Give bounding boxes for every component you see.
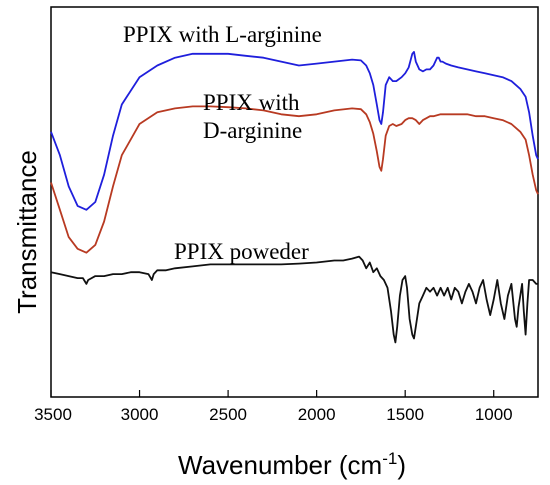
x-tick-label: 1000 <box>475 405 513 424</box>
x-tick-label: 2500 <box>209 405 247 424</box>
annotation-ppix-powder: PPIX poweder <box>174 239 309 264</box>
x-axis-title-superscript: -1 <box>382 449 397 468</box>
x-axis-title: Wavenumber (cm-1) <box>178 449 406 480</box>
annotation-l-arginine: PPIX with L-arginine <box>123 22 322 47</box>
y-axis-title: Transmittance <box>12 150 42 314</box>
series-line-ppix-powder <box>50 255 538 344</box>
x-axis-title-main: Wavenumber (cm <box>178 450 382 480</box>
series-line-l-arginine <box>50 51 539 211</box>
x-tick-label: 1500 <box>386 405 424 424</box>
x-axis-ticks: 3500 3000 2500 2000 1500 1000 <box>34 390 513 424</box>
plot-area <box>50 6 539 398</box>
series-line-d-arginine <box>50 105 539 254</box>
annotation-d-arginine-line2: D-arginine <box>203 118 302 143</box>
plot-frame <box>50 6 539 398</box>
x-tick-label: 3000 <box>121 405 159 424</box>
x-tick-label: 3500 <box>34 405 72 424</box>
annotation-d-arginine-line1: PPIX with <box>203 90 300 115</box>
x-tick-label: 2000 <box>298 405 336 424</box>
x-axis-title-close: ) <box>397 450 406 480</box>
series-layer <box>50 51 539 344</box>
